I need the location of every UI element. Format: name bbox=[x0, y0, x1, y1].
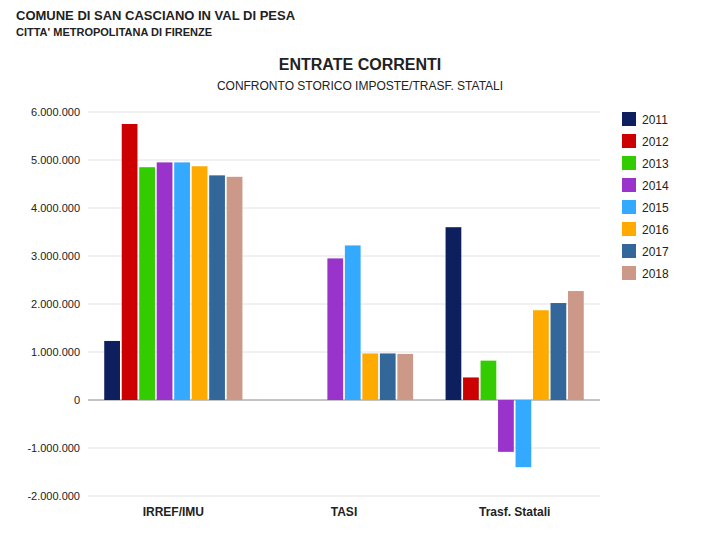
legend-swatch bbox=[622, 112, 636, 126]
bar bbox=[446, 227, 462, 400]
grid bbox=[88, 112, 600, 496]
y-tick-label: 4.000.000 bbox=[31, 202, 80, 214]
bar bbox=[122, 124, 138, 400]
bars bbox=[104, 124, 584, 467]
legend-label: 2012 bbox=[642, 135, 669, 149]
legend-label: 2015 bbox=[642, 201, 669, 215]
bar bbox=[275, 400, 291, 401]
grid-line bbox=[88, 160, 600, 161]
legend-label: 2011 bbox=[642, 113, 668, 127]
bar bbox=[174, 162, 190, 400]
bar bbox=[139, 167, 155, 400]
y-tick-label: -2.000.000 bbox=[27, 490, 80, 502]
header-text: CITTA' METROPOLITANA DI FIRENZE bbox=[16, 26, 212, 38]
legend-label: 2017 bbox=[642, 245, 669, 259]
bar bbox=[397, 354, 413, 400]
bar bbox=[209, 175, 225, 400]
header-text: COMUNE DI SAN CASCIANO IN VAL DI PESA bbox=[16, 8, 296, 23]
legend-swatch bbox=[622, 178, 636, 192]
bar bbox=[516, 400, 532, 467]
title: ENTRATE CORRENTI bbox=[279, 56, 441, 73]
bar bbox=[463, 377, 479, 400]
y-tick-label: 1.000.000 bbox=[31, 346, 80, 358]
bar bbox=[327, 258, 343, 400]
bar bbox=[157, 162, 173, 400]
bar bbox=[568, 291, 584, 400]
bar bbox=[481, 361, 497, 400]
bar bbox=[551, 303, 567, 400]
chart: COMUNE DI SAN CASCIANO IN VAL DI PESA CIT… bbox=[0, 0, 720, 540]
bar bbox=[345, 245, 361, 400]
legend-label: 2018 bbox=[642, 267, 669, 281]
y-tick-label: 5.000.000 bbox=[31, 154, 80, 166]
y-tick-label: -1.000.000 bbox=[27, 442, 80, 454]
bar bbox=[498, 400, 514, 452]
legend-swatch bbox=[622, 156, 636, 170]
bar bbox=[533, 310, 549, 400]
legend: 2011 2012 2013 2014 2015 2016 2017 2018 bbox=[622, 112, 669, 281]
y-tick-label: 2.000.000 bbox=[31, 298, 80, 310]
bar bbox=[192, 166, 208, 400]
grid-line bbox=[88, 112, 600, 113]
y-tick-label: 0 bbox=[74, 394, 80, 406]
legend-swatch bbox=[622, 244, 636, 258]
x-tick-label: Trasf. Statali bbox=[479, 505, 550, 519]
y-tick-label: 6.000.000 bbox=[31, 106, 80, 118]
chart-container: COMUNE DI SAN CASCIANO IN VAL DI PESA CIT… bbox=[0, 0, 720, 540]
legend-label: 2014 bbox=[642, 179, 669, 193]
subtitle: CONFRONTO STORICO IMPOSTE/TRASF. STATALI bbox=[217, 79, 503, 93]
grid-line bbox=[88, 496, 600, 497]
y-tick-label: 3.000.000 bbox=[31, 250, 80, 262]
x-tick-label: TASI bbox=[331, 505, 357, 519]
legend-swatch bbox=[622, 266, 636, 280]
bar bbox=[292, 400, 308, 401]
legend-swatch bbox=[622, 134, 636, 148]
legend-label: 2013 bbox=[642, 157, 669, 171]
bar bbox=[104, 341, 120, 400]
bar bbox=[380, 353, 396, 400]
legend-swatch bbox=[622, 200, 636, 214]
bar bbox=[310, 400, 326, 401]
bar bbox=[362, 353, 378, 400]
legend-swatch bbox=[622, 222, 636, 236]
x-tick-label: IRREF/IMU bbox=[143, 505, 204, 519]
bar bbox=[227, 177, 243, 400]
legend-label: 2016 bbox=[642, 223, 669, 237]
